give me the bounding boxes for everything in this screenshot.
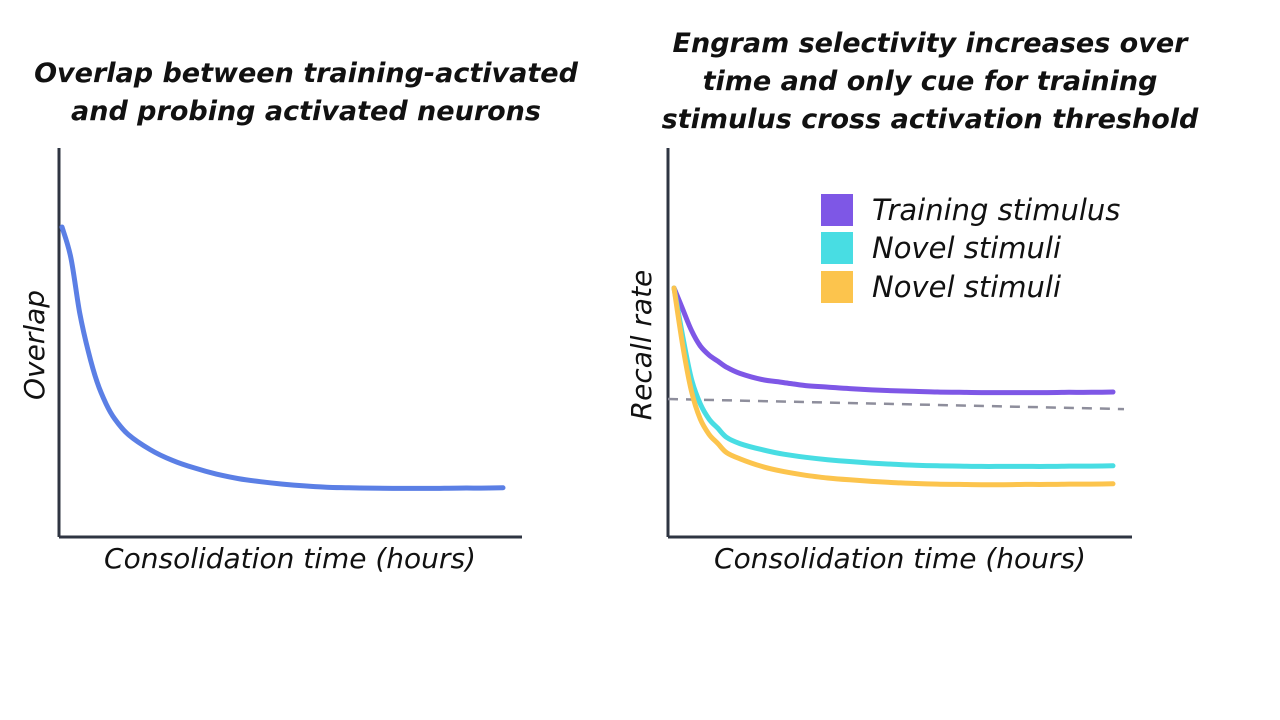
chart-title-line-2: and probing activated neurons — [71, 96, 541, 127]
legend-swatch-3 — [821, 271, 853, 303]
chart-title-line-1: Engram selectivity increases over — [673, 28, 1190, 59]
chart-title-line-1: Overlap between training-activated — [34, 58, 578, 89]
legend-swatch-2 — [821, 232, 853, 264]
x-axis-label: Consolidation time (hours) — [104, 542, 476, 575]
series-line-novel-stimuli-3 — [671, 285, 1116, 488]
legend: Training stimulus Novel stimuli Novel stim… — [821, 193, 1120, 304]
legend-swatch-1 — [821, 194, 853, 226]
chart-title-line-3: stimulus cross activation threshold — [662, 104, 1199, 135]
activation-threshold-line — [667, 397, 1125, 411]
chart-recall-rate: Engram selectivity increases over time an… — [625, 28, 1199, 575]
chart-overlap: Overlap between training-activated and pr… — [18, 58, 579, 575]
series-line-1 — [59, 224, 506, 491]
y-axis-label: Recall rate — [625, 270, 658, 421]
legend-label-1: Training stimulus — [872, 193, 1120, 227]
chart-title-line-2: time and only cue for training — [703, 66, 1158, 97]
series-line-training-stimulus-1 — [671, 285, 1116, 396]
x-axis-label: Consolidation time (hours) — [714, 542, 1086, 575]
series-line-novel-stimuli-2 — [671, 285, 1116, 469]
y-axis-label: Overlap — [18, 290, 51, 400]
legend-label-2: Novel stimuli — [872, 231, 1061, 265]
legend-label-3: Novel stimuli — [872, 270, 1061, 304]
